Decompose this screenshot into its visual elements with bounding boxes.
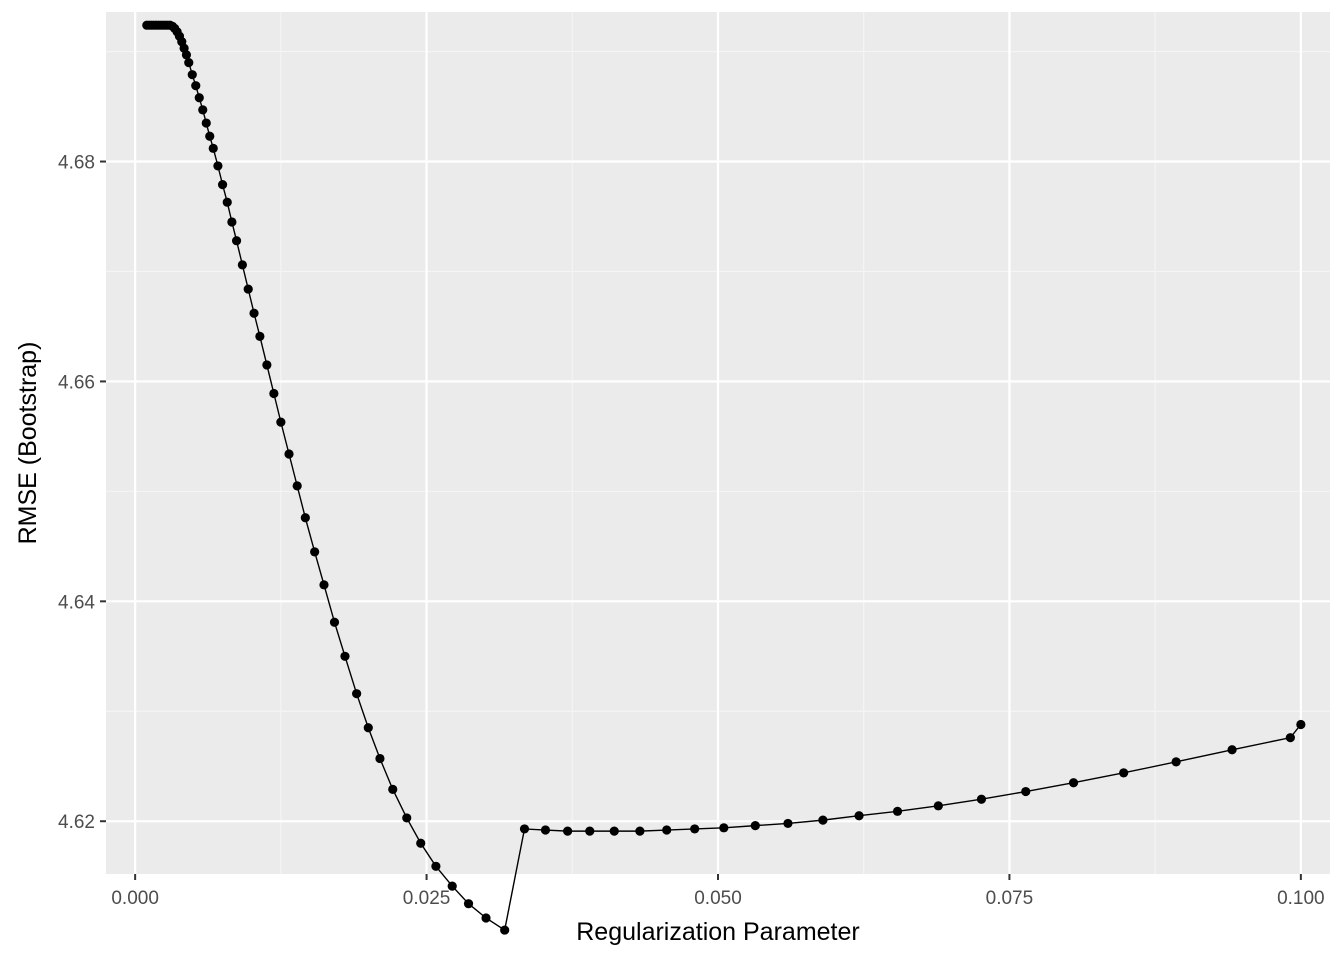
data-point — [319, 580, 329, 590]
x-axis-title: Regularization Parameter — [576, 918, 859, 946]
data-point — [329, 617, 340, 627]
data-point — [262, 360, 272, 370]
data-point — [292, 481, 302, 491]
data-point — [198, 105, 208, 115]
data-point — [388, 784, 398, 794]
data-point — [187, 70, 197, 80]
data-point — [976, 794, 987, 804]
data-point — [276, 417, 286, 427]
data-point — [783, 818, 793, 829]
y-tick-label: 4.62 — [58, 812, 95, 833]
y-tick-label: 4.68 — [58, 153, 95, 174]
data-point — [563, 826, 573, 836]
data-point — [363, 723, 373, 733]
data-point — [500, 925, 510, 935]
data-point — [481, 913, 491, 923]
data-point — [690, 824, 700, 834]
data-point — [181, 50, 192, 60]
data-point — [284, 449, 294, 459]
data-point — [402, 813, 412, 823]
data-point — [609, 826, 619, 836]
data-point — [892, 806, 903, 816]
data-point — [662, 825, 672, 835]
series-layer — [142, 20, 1306, 935]
data-point — [416, 838, 426, 848]
data-point — [352, 689, 362, 699]
data-point — [1119, 768, 1129, 778]
x-tick-label: 0.075 — [986, 888, 1034, 909]
data-point — [222, 197, 232, 207]
data-point — [269, 388, 279, 399]
axes-layer: 0.000 0.025 0.050 0.075 0.100 4.62 4.64 4.66 4.6… — [58, 153, 1325, 909]
data-point — [519, 824, 530, 834]
data-point — [191, 81, 201, 91]
data-point — [243, 284, 253, 294]
data-point — [184, 57, 194, 68]
data-point — [300, 513, 310, 523]
data-point — [340, 651, 350, 661]
data-point — [635, 826, 645, 836]
data-point — [213, 161, 223, 171]
data-point — [1021, 786, 1031, 797]
data-point — [540, 825, 551, 835]
y-tick-label: 4.66 — [58, 372, 95, 393]
data-point — [375, 753, 385, 764]
data-point — [719, 823, 729, 833]
x-tick-label: 0.025 — [403, 888, 451, 909]
data-point — [1296, 719, 1306, 730]
data-point — [255, 331, 265, 341]
data-point — [194, 93, 204, 103]
data-point — [201, 118, 211, 128]
data-point — [1171, 757, 1181, 767]
data-point — [750, 821, 760, 831]
data-point — [1068, 778, 1079, 788]
data-point — [249, 308, 259, 318]
data-point — [818, 815, 828, 825]
data-point — [237, 260, 247, 270]
data-point — [217, 180, 228, 190]
x-tick-label: 0.100 — [1277, 888, 1325, 909]
grid-major — [106, 12, 1330, 874]
data-point — [208, 143, 218, 153]
data-point — [1227, 745, 1237, 755]
data-point — [447, 881, 457, 891]
y-axis-title: RMSE (Bootstrap) — [14, 342, 42, 545]
data-point — [431, 861, 441, 871]
data-point — [854, 811, 864, 821]
data-point — [933, 801, 943, 811]
data-point — [1285, 733, 1295, 743]
x-tick-label: 0.050 — [694, 888, 742, 909]
x-tick-label: 0.000 — [111, 888, 159, 909]
data-point — [205, 131, 215, 141]
data-point — [585, 826, 595, 836]
data-point — [231, 236, 242, 246]
data-point — [463, 899, 474, 909]
data-point — [227, 217, 237, 227]
y-tick-label: 4.64 — [58, 592, 95, 613]
data-point — [310, 547, 320, 557]
